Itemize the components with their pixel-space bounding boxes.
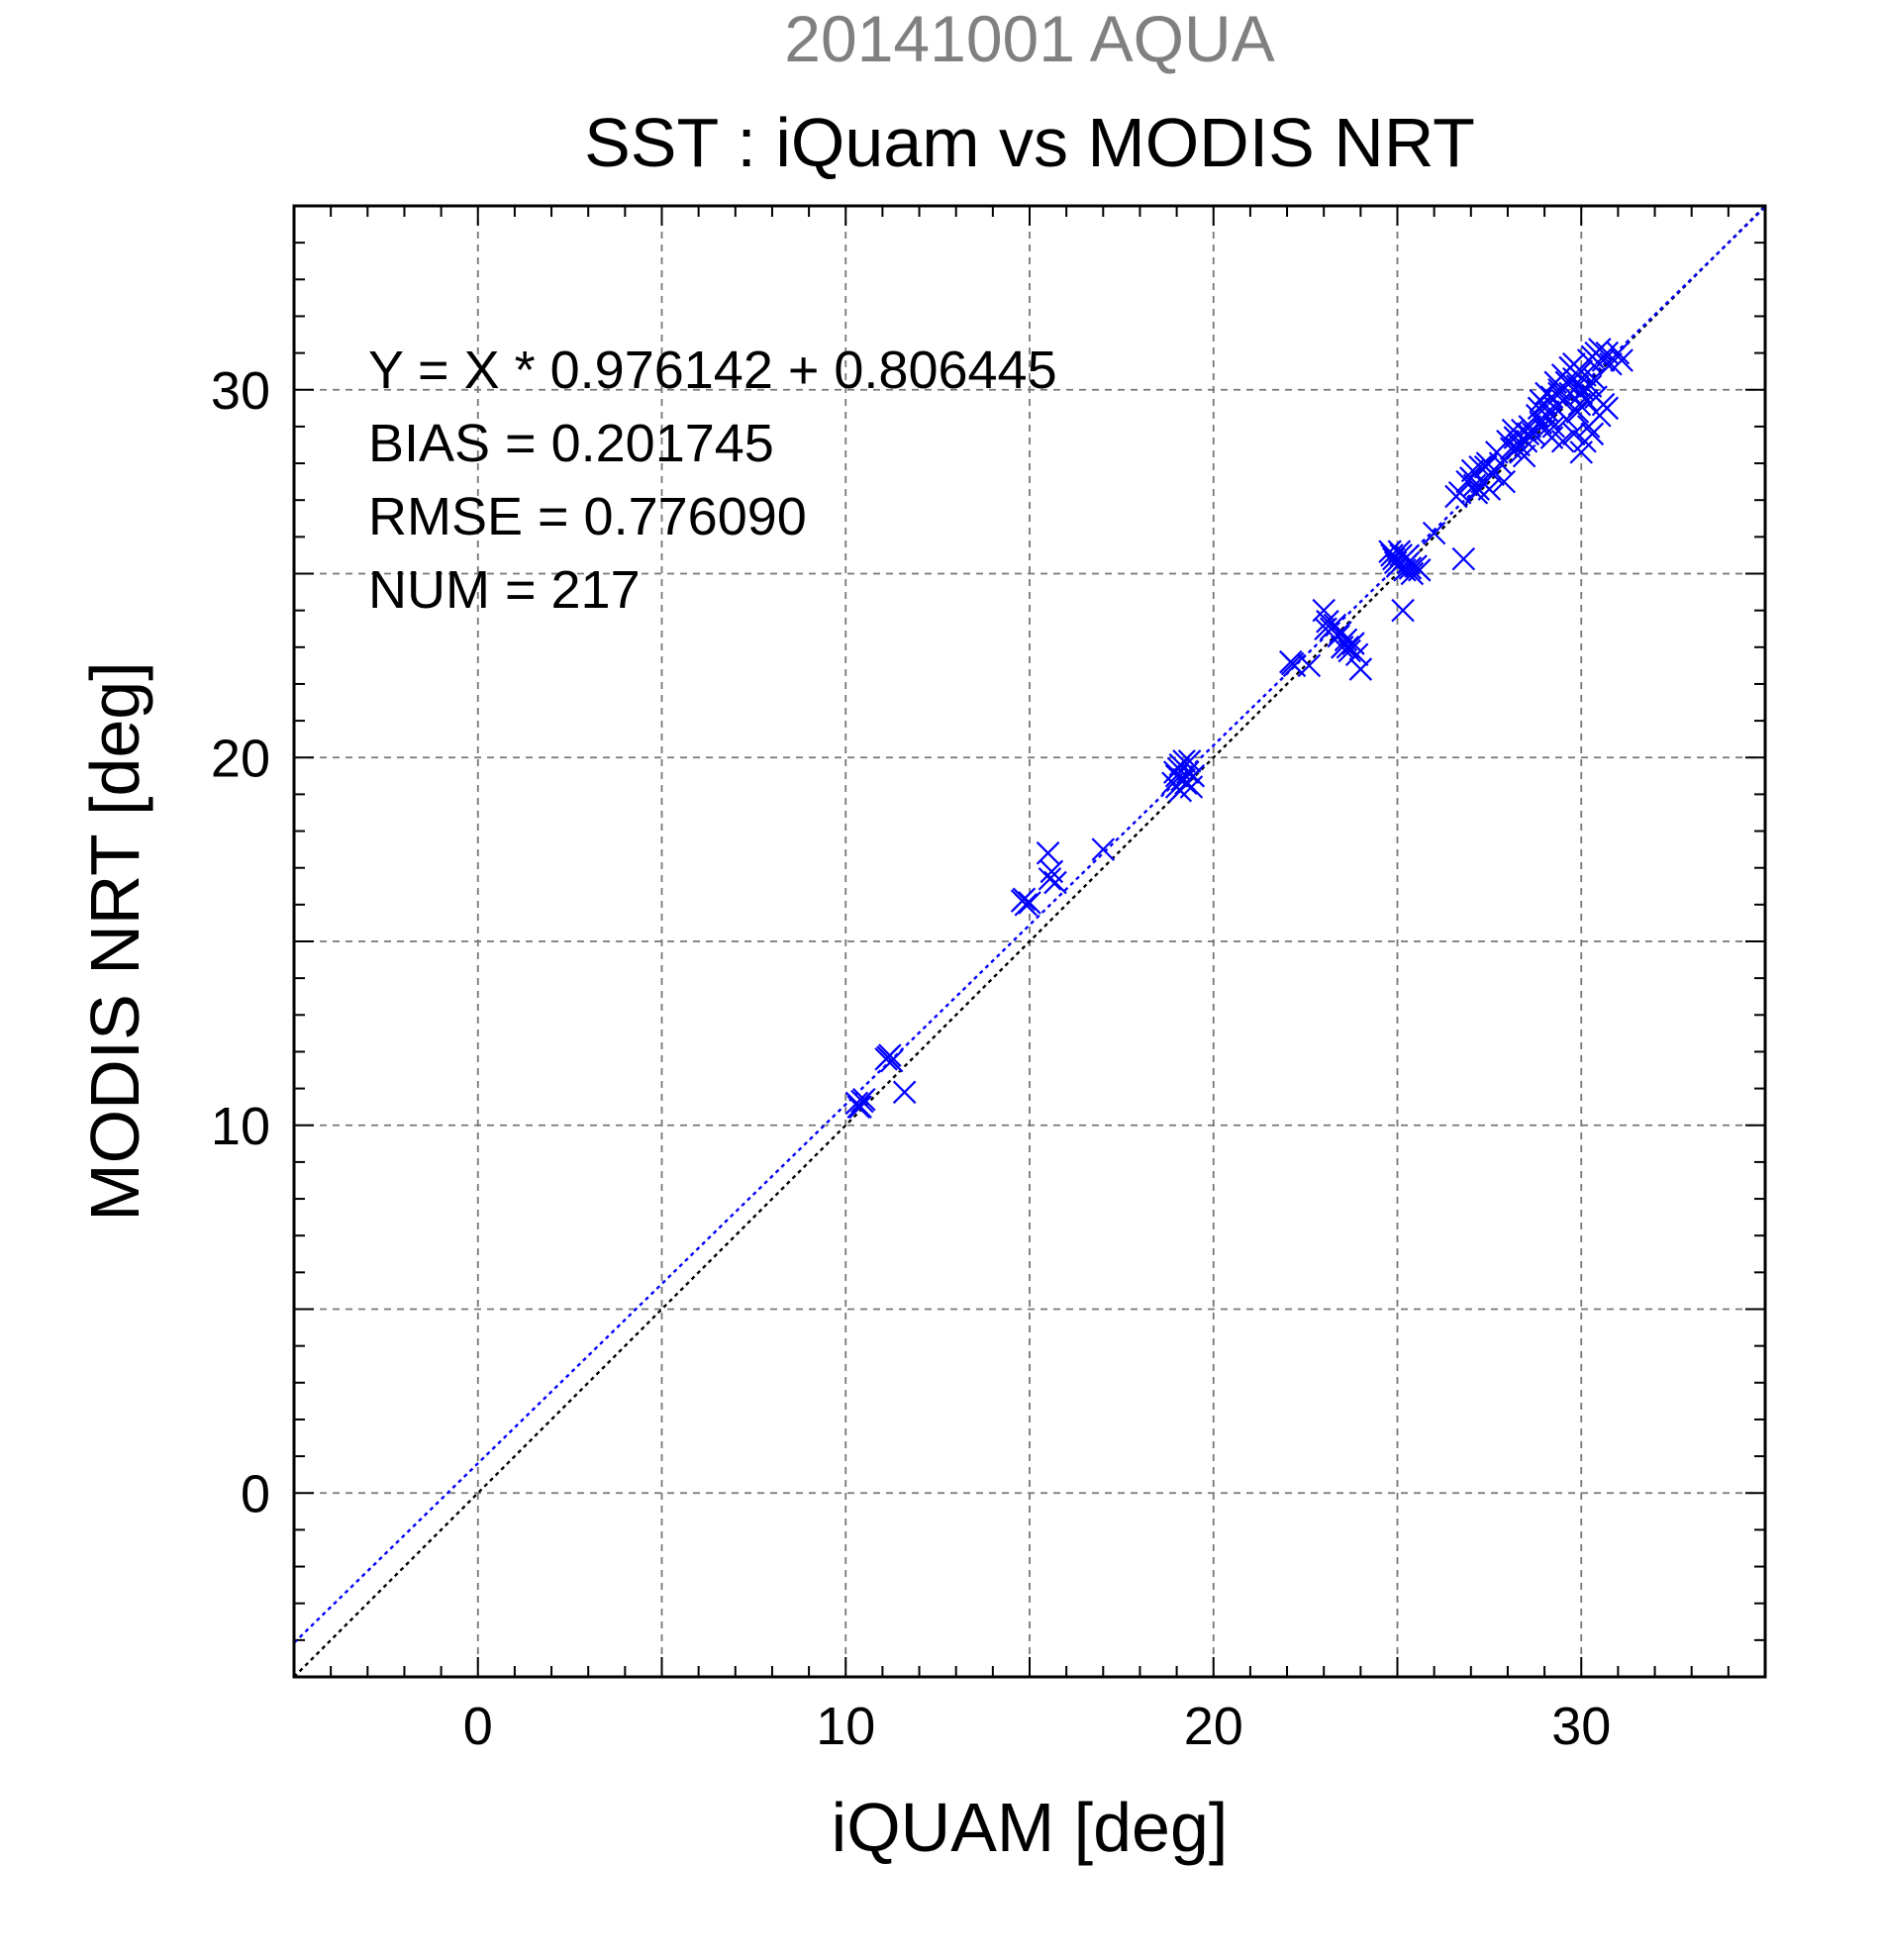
data-point xyxy=(1344,642,1369,667)
data-point xyxy=(1550,429,1575,453)
x-tick-labels: 0 10 20 30 xyxy=(463,1697,1612,1756)
minor-ticks xyxy=(294,206,1765,1677)
chart-title: SST : iQuam vs MODIS NRT xyxy=(584,104,1475,181)
data-point xyxy=(1391,598,1415,623)
data-point xyxy=(1181,764,1206,788)
data-point xyxy=(1537,407,1562,432)
x-tick-label: 20 xyxy=(1184,1697,1243,1756)
y-axis-label: MODIS NRT [deg] xyxy=(76,661,153,1221)
rmse-value: RMSE = 0.776090 xyxy=(368,487,807,546)
data-point xyxy=(1562,351,1586,376)
y-tick-label: 10 xyxy=(211,1097,270,1156)
data-point xyxy=(1400,561,1425,586)
data-point xyxy=(1175,760,1200,784)
data-point xyxy=(1336,636,1360,659)
data-point xyxy=(1580,422,1605,446)
data-point xyxy=(1329,621,1352,644)
data-points xyxy=(844,338,1634,1119)
data-point xyxy=(1447,480,1472,505)
x-axis-label: iQUAM [deg] xyxy=(832,1789,1229,1866)
data-point xyxy=(1348,657,1373,681)
data-point xyxy=(1536,400,1560,424)
data-point xyxy=(1565,374,1590,398)
data-point xyxy=(1036,841,1060,865)
x-tick-label: 10 xyxy=(816,1697,875,1756)
x-tick-label: 30 xyxy=(1551,1697,1611,1756)
data-point xyxy=(1477,477,1502,501)
grid-layer xyxy=(294,206,1765,1677)
data-point xyxy=(1516,422,1540,446)
data-point xyxy=(1501,418,1526,442)
stats-annotation: Y = X * 0.976142 + 0.806445 BIAS = 0.201… xyxy=(368,341,1057,620)
data-point xyxy=(1012,887,1037,912)
y-tick-label: 20 xyxy=(211,729,270,788)
data-point xyxy=(1091,837,1116,861)
data-point xyxy=(892,1080,917,1105)
data-point xyxy=(1507,433,1531,457)
data-point xyxy=(1481,462,1505,486)
data-point xyxy=(1492,469,1517,494)
data-point xyxy=(1043,870,1067,895)
data-point xyxy=(850,1089,874,1114)
data-point xyxy=(1316,610,1339,634)
data-point xyxy=(1541,415,1566,439)
data-point xyxy=(1398,556,1423,580)
data-point xyxy=(1547,377,1571,402)
chart-supertitle: 20141001 AQUA xyxy=(784,2,1274,75)
y-tick-labels: 0 10 20 30 xyxy=(211,361,270,1524)
data-point xyxy=(1565,400,1590,424)
plot-frame xyxy=(292,204,1767,1679)
data-point xyxy=(1164,775,1189,799)
data-point xyxy=(846,1095,871,1119)
data-point xyxy=(1468,454,1492,479)
data-point xyxy=(1582,366,1607,391)
data-point xyxy=(1554,407,1579,432)
data-point xyxy=(1529,389,1553,413)
data-point xyxy=(1018,891,1041,915)
data-point xyxy=(1567,392,1592,417)
y-tick-label: 30 xyxy=(211,361,270,421)
data-point xyxy=(1451,546,1476,571)
data-point xyxy=(1383,550,1408,575)
data-point xyxy=(1337,638,1361,663)
data-point xyxy=(848,1095,872,1119)
data-point xyxy=(876,1045,900,1069)
data-point xyxy=(1488,451,1513,475)
data-point xyxy=(1177,749,1202,773)
fit-equation: Y = X * 0.976142 + 0.806445 xyxy=(368,341,1057,400)
data-point xyxy=(1422,521,1446,545)
y-tick-label: 0 xyxy=(241,1464,270,1523)
data-point xyxy=(1610,348,1634,372)
data-point xyxy=(1569,381,1594,406)
data-point xyxy=(1606,341,1631,365)
identity-line xyxy=(293,205,1766,1678)
data-point xyxy=(1314,617,1337,641)
data-point xyxy=(1460,458,1485,483)
data-point xyxy=(1562,422,1586,446)
bias-value: BIAS = 0.201745 xyxy=(368,414,774,473)
x-tick-label: 0 xyxy=(463,1697,493,1756)
data-point xyxy=(1038,867,1062,891)
data-point xyxy=(1575,389,1599,413)
data-point xyxy=(1014,893,1039,917)
data-point xyxy=(1455,469,1479,494)
data-point xyxy=(1380,543,1404,567)
data-point xyxy=(1162,760,1187,784)
data-point xyxy=(1534,381,1558,406)
data-point xyxy=(1584,385,1608,409)
data-point xyxy=(1464,480,1489,505)
data-point xyxy=(1591,348,1616,372)
data-point xyxy=(1280,651,1305,676)
data-point xyxy=(1578,374,1603,398)
data-point xyxy=(1505,437,1530,460)
data-point xyxy=(1475,451,1500,475)
data-point xyxy=(1323,613,1347,637)
num-value: NUM = 217 xyxy=(368,560,641,620)
